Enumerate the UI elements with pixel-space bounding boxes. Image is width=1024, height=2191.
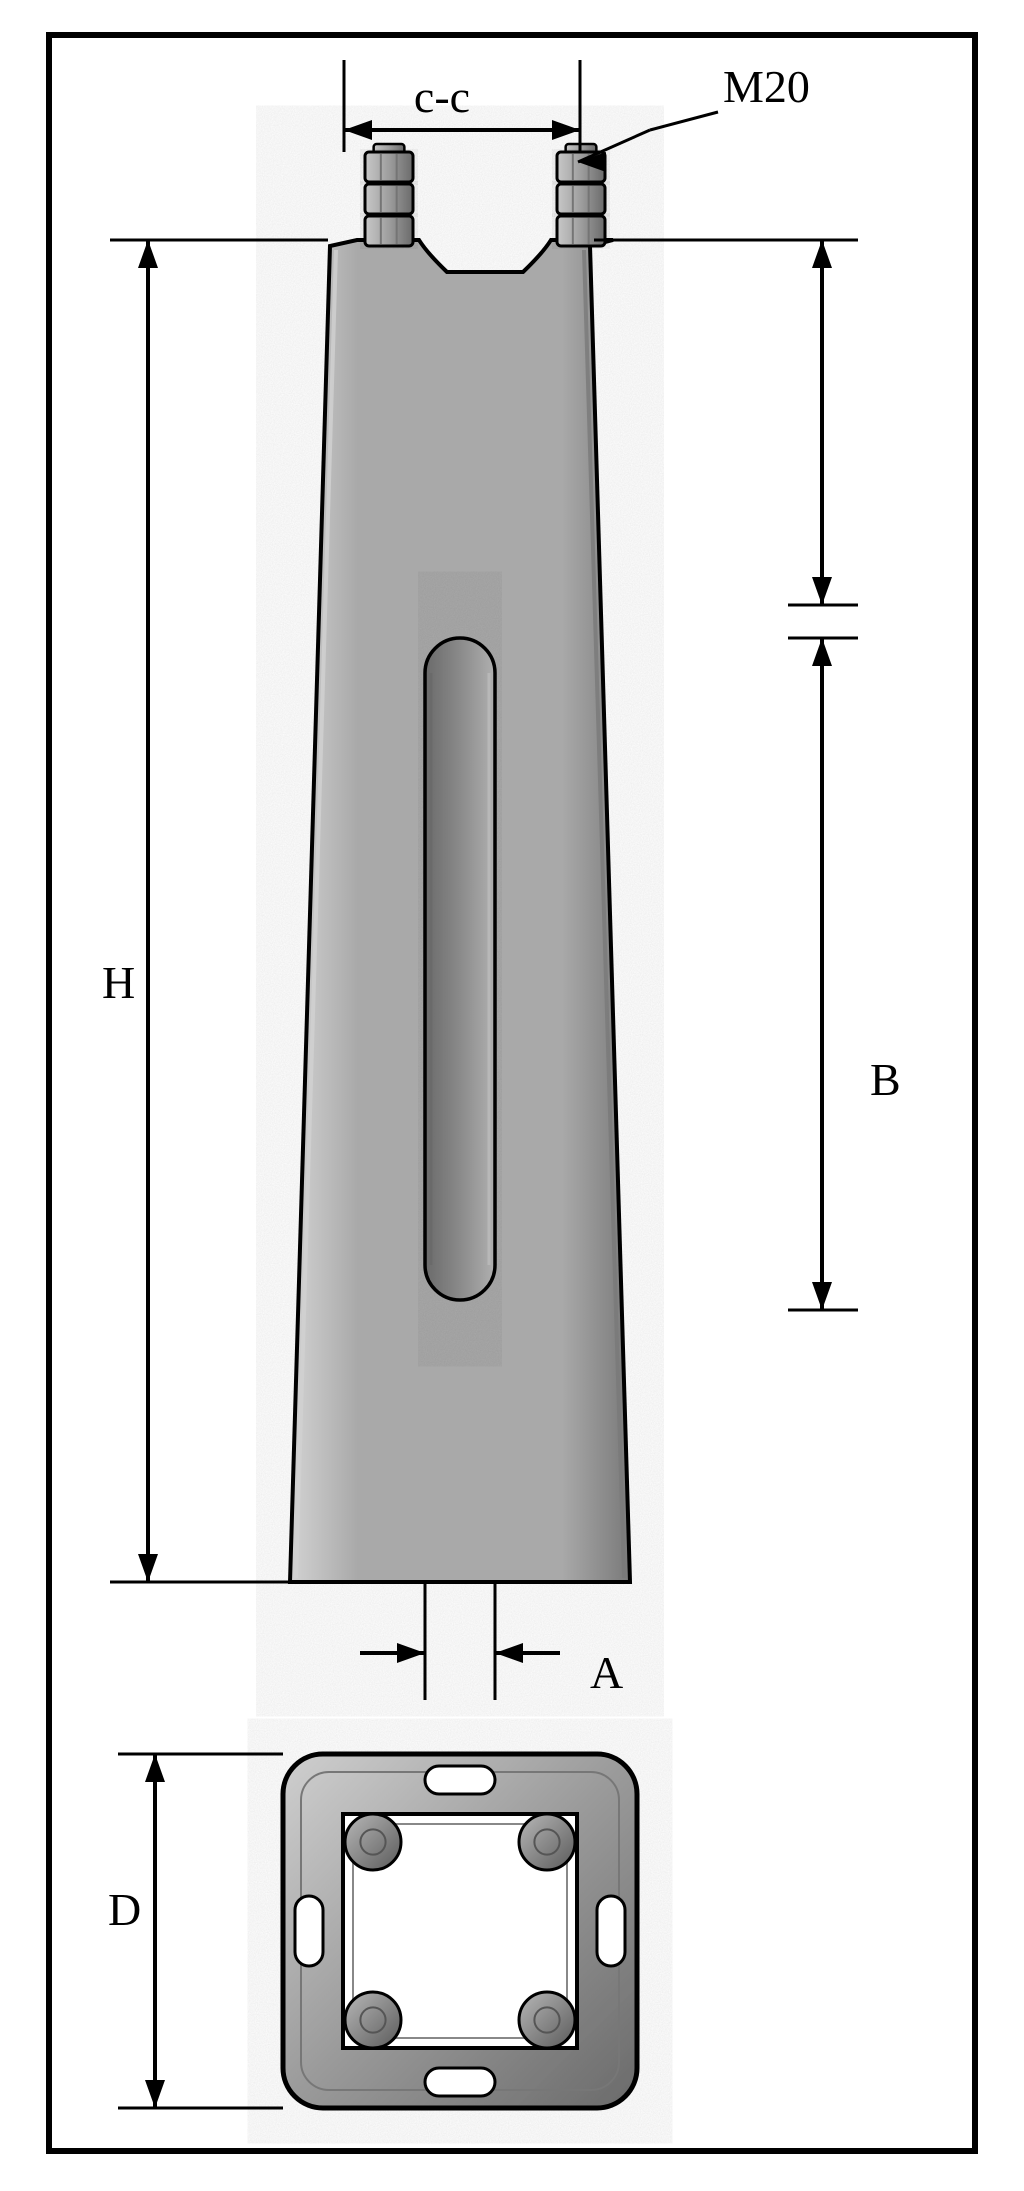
- label-H: H: [102, 957, 135, 1008]
- label-D: D: [108, 1884, 141, 1935]
- bolt-left: [365, 144, 413, 246]
- center-slot: [425, 638, 495, 1300]
- plan-bolt: [345, 1814, 401, 1870]
- plan-bolt: [519, 1814, 575, 1870]
- plan-tab: [425, 1766, 495, 1794]
- label-A: A: [590, 1647, 623, 1698]
- diagram-canvas: c-c M20 H B A D: [0, 0, 1024, 2186]
- plan-bolt: [345, 1992, 401, 2048]
- plan-tab: [425, 2068, 495, 2096]
- label-m20: M20: [723, 61, 810, 112]
- label-cc: c-c: [414, 71, 470, 122]
- plan-tab: [295, 1896, 323, 1966]
- plan-tab: [597, 1896, 625, 1966]
- column-plan: [283, 1754, 637, 2108]
- plan-bolt: [519, 1992, 575, 2048]
- label-B: B: [870, 1054, 901, 1105]
